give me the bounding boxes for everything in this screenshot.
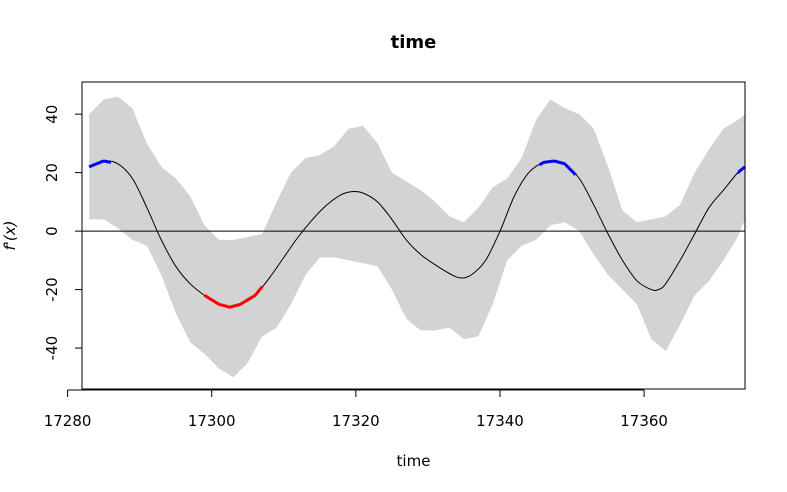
confidence-band: [89, 96, 745, 378]
y-tick-label: 20: [43, 163, 61, 182]
increasing-highlight-segment-3: [538, 159, 577, 176]
y-tick-label: -20: [43, 277, 61, 302]
chart-title: time: [391, 32, 437, 53]
y-tick-label: -40: [43, 336, 61, 361]
y-tick-label: 40: [43, 105, 61, 124]
x-tick-label: 17340: [476, 412, 524, 430]
x-axis: 17280 17300 17320 17340 17360: [44, 389, 668, 430]
decreasing-highlight-segment-2: [203, 285, 264, 309]
x-tick-label: 17320: [332, 412, 380, 430]
x-tick-label: 17300: [188, 412, 236, 430]
increasing-highlight-segment-4: [737, 165, 747, 175]
x-axis-label: time: [397, 452, 431, 470]
x-tick-label: 17360: [620, 412, 668, 430]
x-tick-label: 17280: [44, 412, 92, 430]
increasing-highlight-segment-1: [88, 159, 111, 169]
y-axis-label: f'(x): [1, 221, 19, 251]
y-axis: -40 -20 0 20 40: [43, 105, 83, 361]
y-tick-label: 0: [43, 226, 61, 236]
confidence-band-layer: [89, 96, 745, 378]
highlight-segment-layer: [88, 159, 747, 309]
